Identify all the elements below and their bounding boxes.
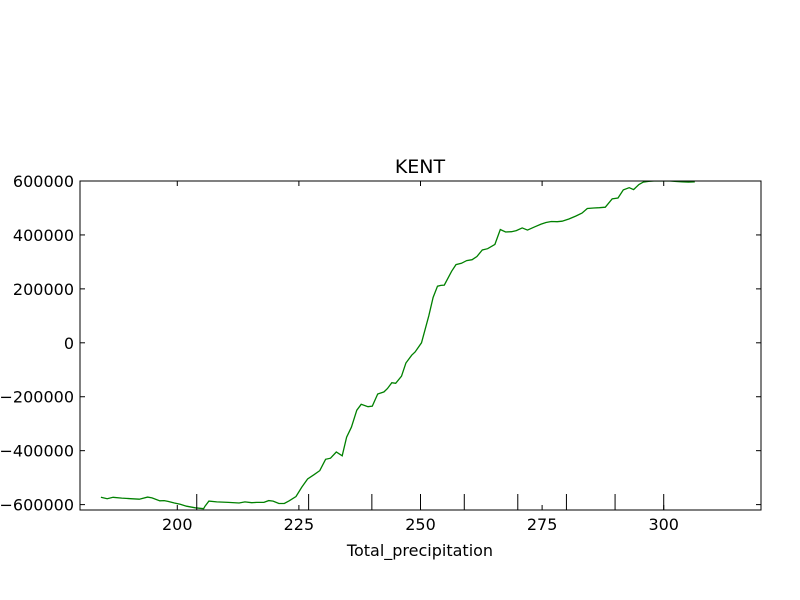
y-tick-label: 400000 — [13, 226, 74, 245]
x-tick-label: 300 — [648, 515, 679, 534]
x-tick-label: 250 — [405, 515, 436, 534]
y-tick-label: 0 — [64, 334, 74, 353]
x-tick-label: 225 — [284, 515, 315, 534]
tick-labels: 200 225 250 275 300 600000 400000 200000 0 −20000… — [0, 172, 679, 534]
y-tick-label: 600000 — [13, 172, 74, 191]
y-tick-label: −600000 — [0, 496, 74, 515]
x-tick-label: 275 — [527, 515, 558, 534]
plot-area-frame — [79, 180, 762, 511]
y-tick-label: 200000 — [13, 280, 74, 299]
series-line-0 — [100, 181, 695, 510]
x-tick-label: 200 — [162, 515, 193, 534]
chart-title: KENT — [395, 156, 446, 178]
x-axis-label: Total_precipitation — [346, 541, 493, 561]
y-tick-label: −200000 — [0, 388, 74, 407]
y-tick-label: −400000 — [0, 442, 74, 461]
